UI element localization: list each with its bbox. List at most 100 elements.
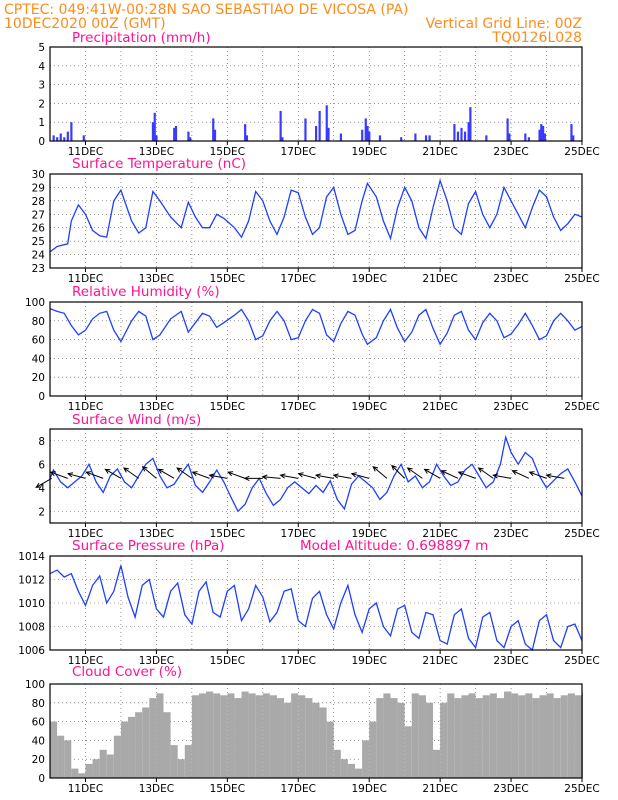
y-tick-label: 30	[32, 169, 45, 181]
precip-bar	[368, 131, 371, 141]
x-tick-label: 11DEC	[68, 146, 103, 158]
y-tick-label: 3	[38, 80, 45, 92]
wind-arrow	[314, 473, 334, 479]
precip-bar	[279, 110, 282, 141]
cloud-cover-bar	[489, 693, 497, 778]
x-tick-label: 15DEC	[210, 783, 245, 795]
x-tick-label: 17DEC	[281, 401, 316, 413]
wind-arrow	[261, 474, 281, 480]
temp-line	[49, 178, 583, 253]
precip-bar	[456, 131, 460, 141]
cloud-cover-bar	[149, 698, 157, 778]
humidity-frame	[49, 301, 583, 397]
precip-bar	[538, 129, 541, 141]
cloud-cover-bar	[120, 721, 129, 778]
x-tick-label: 23DEC	[493, 528, 528, 540]
wind-arrow	[35, 477, 53, 488]
x-tick-label: 13DEC	[139, 273, 174, 285]
cloud-cover-bar	[227, 693, 235, 778]
x-tick-label: 11DEC	[68, 783, 103, 795]
cloud-cover-bar	[234, 698, 242, 778]
cloud-cover-bar	[50, 721, 58, 778]
precip-panel: 0 1 2 3 4 5 11DEC 13DEC 15DEC 17DEC 19DEC 21DEC 23DE…	[38, 42, 599, 158]
x-tick-label: 15DEC	[210, 273, 245, 285]
x-tick-label: 19DEC	[351, 783, 386, 795]
x-tick-label: 23DEC	[493, 783, 528, 795]
pressure-panel: 1006 1008 1010 1012 1014 11DEC 13DEC 15DEC 17DEC…	[18, 551, 599, 667]
x-tick-label: 23DEC	[493, 146, 528, 158]
precip-bar	[52, 135, 55, 141]
pressure-title: Surface Pressure (hPa)	[72, 538, 225, 554]
cloud-cover-bar	[340, 759, 348, 778]
precip-bar	[378, 135, 382, 141]
precip-bar	[151, 122, 155, 141]
wind-arrow	[122, 467, 139, 479]
y-tick-label: 20	[32, 372, 45, 384]
precip-bar	[463, 131, 467, 141]
cloud-cover-bar	[305, 698, 313, 778]
header-grid-line: Vertical Grid Line: 00Z	[426, 16, 582, 32]
precip-bar	[327, 127, 330, 141]
cloud-cover-bar	[440, 702, 448, 778]
cloud-cover-bar	[397, 702, 405, 778]
precip-bar	[245, 135, 249, 141]
y-tick-label: 24	[32, 250, 46, 262]
y-tick-label: 6	[38, 459, 45, 471]
header-code: TQ0126L028	[491, 30, 582, 46]
cloud-cover-bar	[312, 702, 320, 778]
precip-bar	[281, 137, 284, 141]
precip-bar	[540, 124, 543, 141]
x-tick-label: 17DEC	[281, 146, 316, 158]
x-tick-label: 13DEC	[139, 783, 174, 795]
cloud-cover-bar	[241, 691, 249, 778]
y-tick-label: 0	[38, 136, 45, 148]
y-tick-label: 60	[32, 335, 45, 347]
precip-bar	[56, 137, 59, 141]
humidity-line	[49, 307, 583, 346]
cloud-cover-bar	[475, 698, 483, 778]
precip-bar	[527, 137, 530, 141]
cloud-cover-bar	[560, 695, 568, 778]
cloud-cover-bar	[418, 695, 426, 778]
y-tick-label: 4	[38, 483, 45, 495]
temp-frame	[49, 173, 583, 269]
wind-arrow	[49, 471, 68, 479]
cloud-cover-bar	[99, 749, 107, 778]
cloud-cover-bar	[447, 693, 455, 778]
x-tick-label: 13DEC	[139, 146, 174, 158]
cloud-cover-bar	[170, 745, 178, 778]
precip-bar	[315, 125, 318, 141]
cloud-cover-bar	[425, 702, 434, 778]
cloud-cover-bar	[248, 693, 256, 778]
cloud-cover-bar	[206, 691, 214, 778]
cloud-cover-bar	[198, 693, 207, 778]
wind-arrow	[332, 473, 352, 479]
precip-bar	[318, 110, 321, 141]
cloud-cover-bar	[128, 716, 136, 778]
x-tick-label: 21DEC	[422, 528, 457, 540]
pressure-frame	[49, 555, 583, 651]
cloud-cover-bar	[142, 707, 150, 778]
cloud-panel: 0 20 40 60 80 100 11DEC 13DEC 15DEC 17DEC 19DEC 21D…	[25, 679, 600, 795]
cloud-cover-bar	[546, 693, 554, 778]
cloud-cover-bar	[291, 693, 299, 778]
cloud-cover-bar	[567, 693, 575, 778]
wind-arrow	[176, 467, 193, 479]
y-tick-label: 100	[25, 679, 45, 691]
wind-arrow	[297, 472, 317, 479]
x-tick-label: 13DEC	[139, 401, 174, 413]
cloud-cover-bar	[333, 749, 341, 778]
cloud-cover-bar	[106, 754, 114, 778]
cloud-title: Cloud Cover (%)	[72, 664, 182, 680]
precip-bar	[187, 131, 190, 141]
cloud-cover-bar	[92, 759, 100, 778]
cloud-cover-bar	[276, 698, 285, 778]
precip-bar	[570, 124, 573, 141]
wind-title: Surface Wind (m/s)	[72, 412, 201, 428]
y-tick-label: 0	[38, 773, 45, 785]
precip-bar	[325, 105, 328, 141]
cloud-cover-bar	[496, 698, 504, 778]
x-tick-label: 15DEC	[210, 146, 245, 158]
wind-arrow	[406, 467, 423, 479]
precip-bar	[364, 118, 367, 141]
